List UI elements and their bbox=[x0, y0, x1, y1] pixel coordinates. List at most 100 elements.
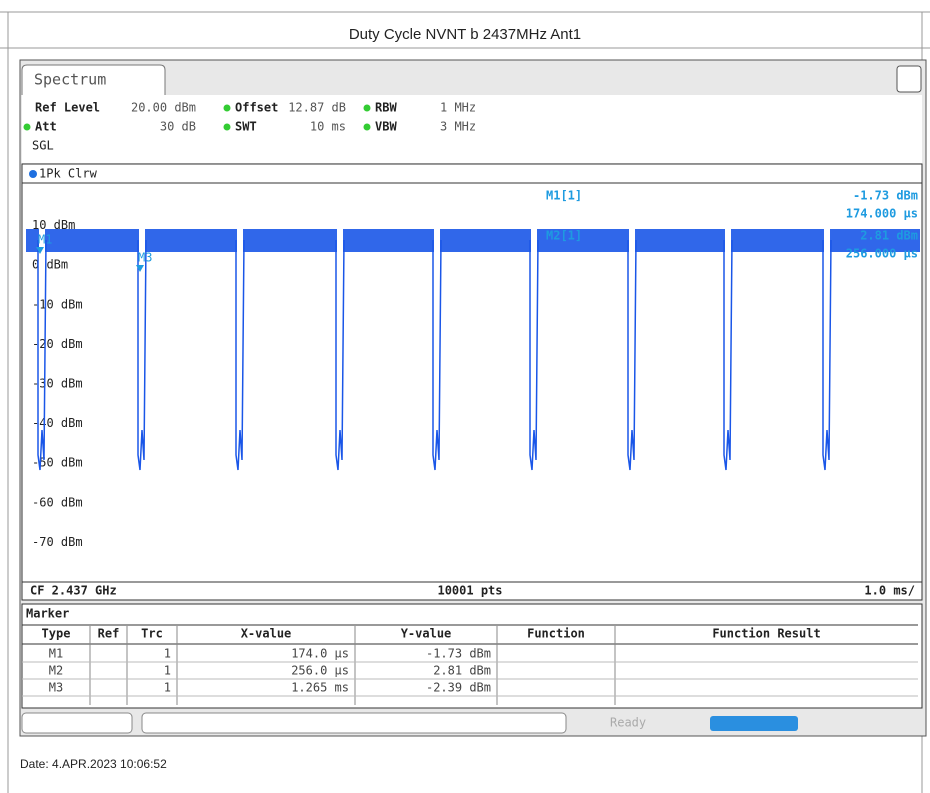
setting-value: 20.00 dBm bbox=[131, 101, 196, 115]
trace-dip bbox=[335, 239, 345, 471]
trace-gap bbox=[237, 229, 243, 252]
table-cell: 1 bbox=[164, 664, 171, 678]
trace-gap bbox=[39, 229, 45, 252]
menu-button[interactable] bbox=[896, 65, 922, 93]
y-label: -30 dBm bbox=[32, 377, 83, 391]
label-bg bbox=[27, 535, 85, 550]
setting-label: SWT bbox=[235, 120, 257, 134]
marker-time: 174.000 µs bbox=[846, 207, 918, 221]
table-cell: 1 bbox=[164, 681, 171, 695]
table-cell: -1.73 dBm bbox=[426, 647, 491, 661]
marker-table bbox=[21, 603, 923, 709]
y-label: -10 dBm bbox=[32, 297, 83, 311]
setting-value: 1 MHz bbox=[440, 101, 476, 115]
label-bg bbox=[27, 416, 85, 431]
y-label: -40 dBm bbox=[32, 416, 83, 430]
trace-gap bbox=[139, 229, 145, 252]
table-cell: M2 bbox=[49, 664, 63, 678]
trace-gap bbox=[629, 229, 635, 252]
status-dot bbox=[363, 104, 371, 112]
marker-triangle bbox=[36, 247, 44, 254]
setting-value: 10 ms bbox=[310, 120, 346, 134]
setting-label: Ref Level bbox=[35, 101, 100, 115]
status-dot bbox=[363, 123, 371, 131]
table-header: X-value bbox=[241, 627, 292, 641]
setting-label: Att bbox=[35, 120, 57, 134]
marker-name: M1[1] bbox=[546, 189, 582, 203]
marker-time: 256.000 µs bbox=[846, 247, 918, 261]
table-header: Type bbox=[42, 627, 71, 641]
span: 1.0 ms/ bbox=[864, 584, 915, 598]
y-label: -60 dBm bbox=[32, 495, 83, 509]
status-ready: Ready bbox=[610, 716, 646, 730]
trace-gap bbox=[531, 229, 537, 252]
status-box bbox=[21, 712, 133, 734]
label-bg bbox=[27, 495, 85, 510]
marker-triangle bbox=[136, 265, 144, 272]
setting-value: 30 dB bbox=[160, 120, 196, 134]
table-header: Function bbox=[527, 627, 585, 641]
marker-level: 2.81 dBm bbox=[860, 229, 918, 243]
label-bg bbox=[27, 297, 85, 312]
trace-gap bbox=[337, 229, 343, 252]
trace-dip bbox=[723, 239, 733, 471]
table-title: Marker bbox=[26, 607, 69, 621]
trace-gap bbox=[434, 229, 440, 252]
marker-label: M3 bbox=[138, 251, 152, 265]
marker-name: M2[1] bbox=[546, 229, 582, 243]
status-dot bbox=[223, 104, 231, 112]
trace-dip bbox=[137, 239, 147, 471]
trace-gap bbox=[824, 229, 830, 252]
table-header: Ref bbox=[98, 627, 120, 641]
points: 10001 pts bbox=[437, 584, 502, 598]
table-cell: 1 bbox=[164, 647, 171, 661]
table-cell: M1 bbox=[49, 647, 63, 661]
table-cell: M3 bbox=[49, 681, 63, 695]
tab[interactable] bbox=[21, 64, 166, 95]
marker-label: M1 bbox=[38, 233, 52, 247]
trace-band bbox=[26, 229, 920, 252]
setting-label: VBW bbox=[375, 120, 397, 134]
label-bg bbox=[27, 377, 85, 391]
page-title: Duty Cycle NVNT b 2437MHz Ant1 bbox=[349, 26, 581, 43]
table-cell: 1.265 ms bbox=[291, 681, 349, 695]
mode: SGL bbox=[32, 139, 54, 153]
setting-label: Offset bbox=[235, 101, 278, 115]
y-label: 0 dBm bbox=[32, 258, 68, 272]
trace-dip bbox=[529, 239, 539, 471]
center-freq: CF 2.437 GHz bbox=[30, 584, 117, 598]
trace-dip bbox=[432, 239, 442, 471]
progress bbox=[710, 716, 798, 731]
date: Date: 4.APR.2023 10:06:52 bbox=[20, 757, 167, 771]
table-header: Function Result bbox=[712, 627, 820, 641]
trace-gap bbox=[725, 229, 731, 252]
status-dot bbox=[223, 123, 231, 131]
table-cell: 174.0 µs bbox=[291, 647, 349, 661]
table-cell: 256.0 µs bbox=[291, 664, 349, 678]
y-label: -70 dBm bbox=[32, 535, 83, 549]
marker-level: -1.73 dBm bbox=[853, 189, 918, 203]
setting-label: RBW bbox=[375, 101, 397, 115]
trace-dip bbox=[627, 239, 637, 471]
tab-label[interactable]: Spectrum bbox=[34, 71, 106, 89]
settings-panel bbox=[22, 95, 922, 163]
setting-value: 3 MHz bbox=[440, 120, 476, 134]
status-box bbox=[141, 712, 567, 734]
label-bg bbox=[27, 456, 85, 471]
setting-value: 12.87 dB bbox=[288, 101, 346, 115]
status-dot bbox=[23, 123, 31, 131]
table-cell: 2.81 dBm bbox=[433, 664, 491, 678]
label-bg bbox=[27, 258, 85, 273]
y-label: -20 dBm bbox=[32, 337, 83, 351]
trace-label: 1Pk Clrw bbox=[39, 167, 98, 181]
label-bg bbox=[27, 337, 85, 352]
trace-dip bbox=[235, 239, 245, 471]
table-cell: -2.39 dBm bbox=[426, 681, 491, 695]
table-header: Y-value bbox=[401, 627, 452, 641]
trace-dip bbox=[37, 239, 47, 471]
table-header: Trc bbox=[141, 627, 163, 641]
trace-dip bbox=[822, 239, 832, 471]
trace-dot bbox=[29, 170, 37, 178]
y-label: 10 dBm bbox=[32, 218, 75, 232]
